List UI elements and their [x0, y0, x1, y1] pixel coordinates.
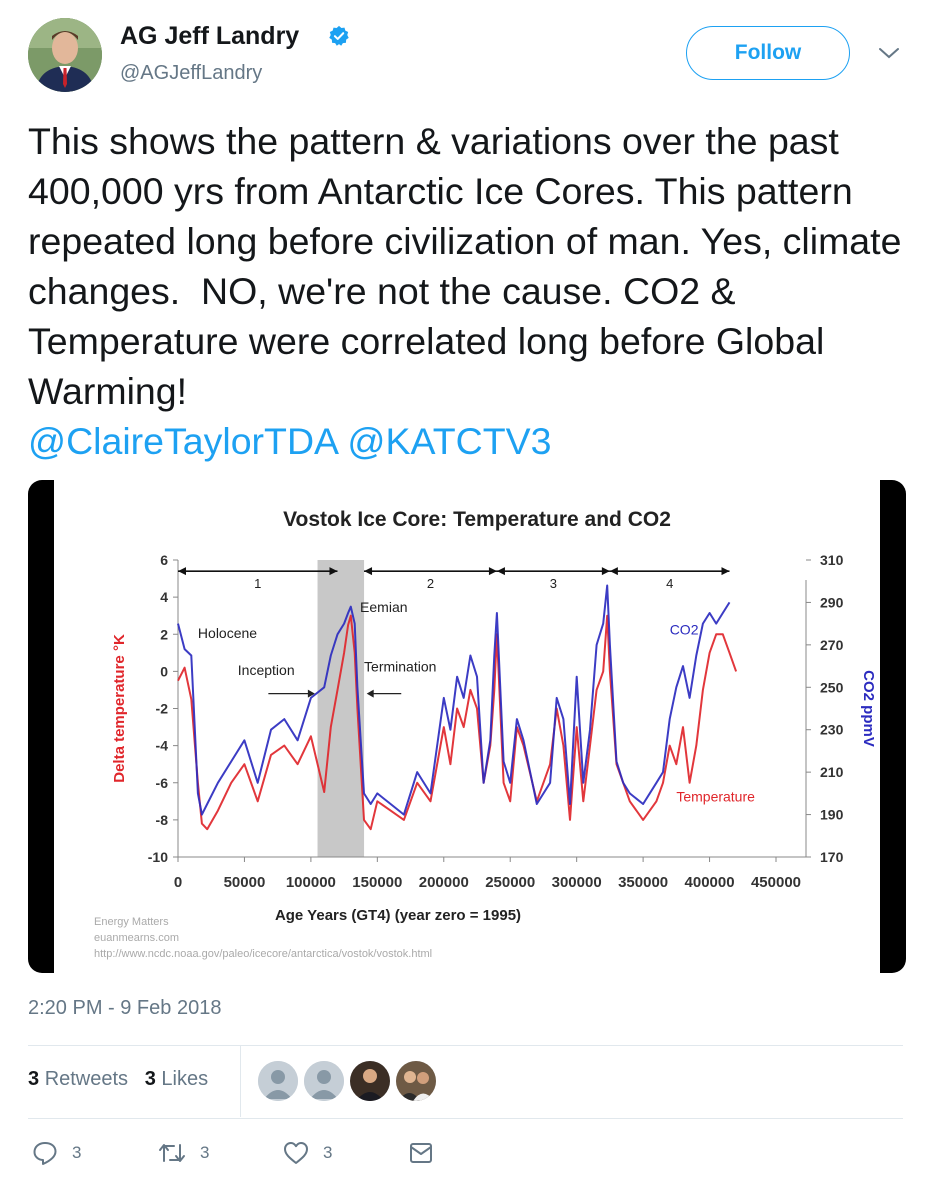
period-arrowhead-right [329, 567, 338, 576]
retweets-label[interactable]: Retweets [44, 1068, 129, 1090]
direct-message-action[interactable] [408, 1138, 448, 1168]
retweets-count[interactable]: 3 [28, 1068, 40, 1090]
x-tick-label: 350000 [618, 874, 668, 891]
period-label: 3 [550, 576, 557, 591]
tweet-mentions[interactable]: @ClaireTaylorTDA @KATCTV3 [28, 420, 552, 462]
likes-count[interactable]: 3 [144, 1068, 156, 1090]
y-left-tick-label: -10 [148, 849, 168, 865]
like-action[interactable]: 3 [283, 1138, 332, 1168]
x-tick-label: 150000 [352, 874, 402, 891]
x-tick-label: 200000 [419, 874, 469, 891]
period-label: 2 [427, 576, 434, 591]
reply-action[interactable]: 3 [32, 1138, 81, 1168]
default-profile-icon [304, 1061, 344, 1101]
y-right-tick-label: 310 [820, 552, 844, 568]
period-arrowhead-left [364, 567, 373, 576]
series-line-co2 [177, 584, 731, 816]
tweet-body: This shows the pattern & variations over… [28, 120, 912, 412]
chart-credit: http://www.ncdc.noaa.gov/paleo/icecore/a… [94, 948, 432, 960]
tweet-stats: 3 Retweets 3 Likes [28, 1068, 208, 1091]
chart-annotation: Inception [238, 662, 295, 678]
x-tick-label: 400000 [685, 874, 735, 891]
y-right-tick-label: 290 [820, 594, 844, 610]
liker-avatar[interactable] [350, 1061, 390, 1101]
liker-avatar[interactable] [304, 1061, 344, 1101]
avatar-image [28, 18, 102, 92]
divider [28, 1045, 903, 1046]
y-left-tick-label: -2 [156, 701, 169, 717]
y-right-tick-label: 270 [820, 637, 844, 653]
period-label: 1 [254, 576, 261, 591]
period-arrowhead-left [609, 567, 618, 576]
y-left-tick-label: 0 [160, 663, 168, 679]
x-tick-label: 0 [174, 874, 182, 891]
liker-avatar[interactable] [258, 1061, 298, 1101]
y-left-tick-label: 4 [160, 589, 168, 605]
y-right-tick-label: 210 [820, 764, 844, 780]
reply-count: 3 [72, 1143, 82, 1162]
chart-annotation: Eemian [360, 599, 407, 615]
x-tick-label: 100000 [286, 874, 336, 891]
period-arrowhead-right [601, 567, 610, 576]
like-count: 3 [323, 1143, 333, 1162]
chart-credit: Energy Matters [94, 916, 169, 928]
verified-badge-icon [329, 25, 349, 46]
liker-photo-icon [396, 1061, 436, 1101]
x-axis-label: Age Years (GT4) (year zero = 1995) [275, 907, 521, 924]
y-axis-label-right: CO2 ppmV [860, 670, 877, 747]
liker-photo-icon [350, 1061, 390, 1101]
x-tick-label: 300000 [552, 874, 602, 891]
divider [28, 1118, 903, 1119]
follow-button[interactable]: Follow [686, 26, 850, 80]
y-right-tick-label: 230 [820, 722, 844, 738]
chart-annotation: CO2 [670, 621, 699, 637]
period-arrowhead-right [488, 567, 497, 576]
period-label: 4 [666, 576, 673, 591]
y-right-tick-label: 250 [820, 679, 844, 695]
x-tick-label: 250000 [485, 874, 535, 891]
x-tick-label: 50000 [224, 874, 266, 891]
default-profile-icon [258, 1061, 298, 1101]
retweet-action[interactable]: 3 [158, 1138, 209, 1168]
chevron-down-icon[interactable] [878, 46, 900, 60]
chart-annotation: Termination [364, 658, 436, 674]
chart-annotation: Temperature [676, 788, 755, 804]
envelope-icon [410, 1143, 432, 1163]
shaded-region [317, 560, 365, 857]
chart-annotation: Holocene [198, 625, 257, 641]
chart-credit: euanmearns.com [94, 932, 179, 944]
tweet-media[interactable]: Vostok Ice Core: Temperature and CO2 0 500… [28, 480, 906, 973]
period-arrowhead-left [178, 567, 186, 576]
heart-icon [284, 1142, 308, 1164]
reply-icon [33, 1142, 57, 1165]
period-arrowhead-left [496, 567, 505, 576]
y-right-tick-label: 190 [820, 807, 844, 823]
period-arrowhead-right [721, 567, 730, 576]
y-axis-label-left: Delta temperature °K [111, 634, 128, 783]
stats-divider [240, 1045, 241, 1117]
y-left-tick-label: -4 [156, 738, 169, 754]
user-handle[interactable]: @AGJeffLandry [120, 62, 263, 84]
x-tick-label: 450000 [751, 874, 801, 891]
chart-background [54, 480, 880, 973]
y-left-tick-label: -6 [156, 775, 169, 791]
retweet-count: 3 [200, 1143, 210, 1162]
display-name[interactable]: AG Jeff Landry [120, 22, 300, 50]
liker-avatar[interactable] [396, 1061, 436, 1101]
likes-label[interactable]: Likes [161, 1068, 209, 1090]
y-left-tick-label: 2 [160, 626, 168, 642]
tweet-timestamp[interactable]: 2:20 PM - 9 Feb 2018 [28, 997, 222, 1019]
chart-title: Vostok Ice Core: Temperature and CO2 [283, 508, 671, 531]
y-right-tick-label: 170 [820, 849, 844, 865]
avatar[interactable] [28, 18, 102, 92]
retweet-icon [159, 1144, 185, 1162]
vostok-chart: Vostok Ice Core: Temperature and CO2 0 500… [54, 480, 880, 973]
termination-arrowhead [366, 689, 374, 698]
tweet-text: This shows the pattern & variations over… [28, 116, 918, 466]
y-left-tick-label: 6 [160, 552, 168, 568]
inception-arrowhead [307, 689, 315, 698]
y-left-tick-label: -8 [156, 812, 169, 828]
